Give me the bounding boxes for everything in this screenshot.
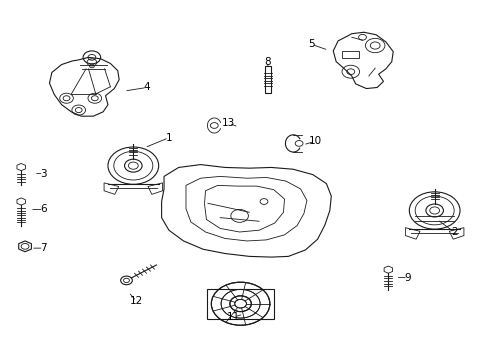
Text: 1: 1 xyxy=(165,133,172,143)
Polygon shape xyxy=(207,289,273,319)
Polygon shape xyxy=(49,57,119,116)
Text: 4: 4 xyxy=(143,82,150,93)
Text: 7: 7 xyxy=(40,243,47,253)
Text: 2: 2 xyxy=(450,227,457,237)
Text: 10: 10 xyxy=(308,136,321,146)
Text: 8: 8 xyxy=(264,57,271,67)
Text: 6: 6 xyxy=(40,204,47,215)
Text: 12: 12 xyxy=(129,296,142,306)
Text: 13: 13 xyxy=(222,118,235,128)
Polygon shape xyxy=(161,165,330,257)
Text: 5: 5 xyxy=(308,40,314,49)
Text: 3: 3 xyxy=(40,168,47,179)
Text: 11: 11 xyxy=(227,312,240,322)
Polygon shape xyxy=(332,32,392,89)
Text: 9: 9 xyxy=(404,273,410,283)
